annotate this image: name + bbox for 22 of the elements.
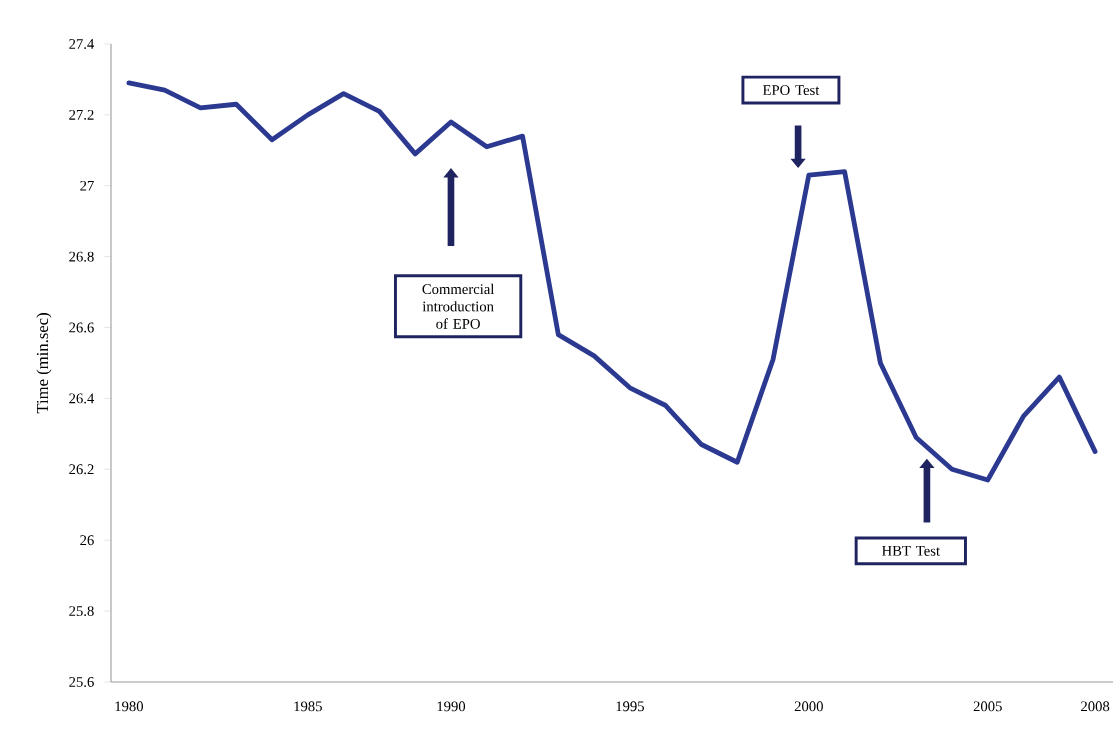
x-tick-label: 1990 xyxy=(437,701,466,712)
y-tick-label: 27 xyxy=(80,180,94,191)
x-tick-label: 1980 xyxy=(115,701,144,712)
y-tick-label: 26.8 xyxy=(69,251,94,262)
x-tick-label: 1995 xyxy=(616,701,644,712)
x-tick-label: 1985 xyxy=(294,701,322,712)
y-tick-label: 26.6 xyxy=(69,322,94,333)
y-tick-label: 26.4 xyxy=(69,393,95,404)
y-tick-label: 26 xyxy=(80,535,94,546)
line-series xyxy=(126,80,1098,483)
y-tick-label: 27.2 xyxy=(69,109,94,120)
y-tick-label: 27.4 xyxy=(69,39,95,49)
y-tick-label: 26.2 xyxy=(69,464,94,475)
y-axis-title: Time (min.sec) xyxy=(36,313,52,414)
x-tick-label: 2000 xyxy=(794,701,823,712)
y-tick-label: 25.8 xyxy=(69,606,94,617)
x-tick-label: 2008 xyxy=(1081,701,1110,712)
annotation: Commercial introduction of EPO xyxy=(422,283,495,329)
y-tick-label: 25.6 xyxy=(69,677,94,687)
x-tick-label: 2005 xyxy=(973,701,1002,712)
annotation: EPO Test xyxy=(762,85,820,95)
annotation: HBT Test xyxy=(882,545,940,556)
